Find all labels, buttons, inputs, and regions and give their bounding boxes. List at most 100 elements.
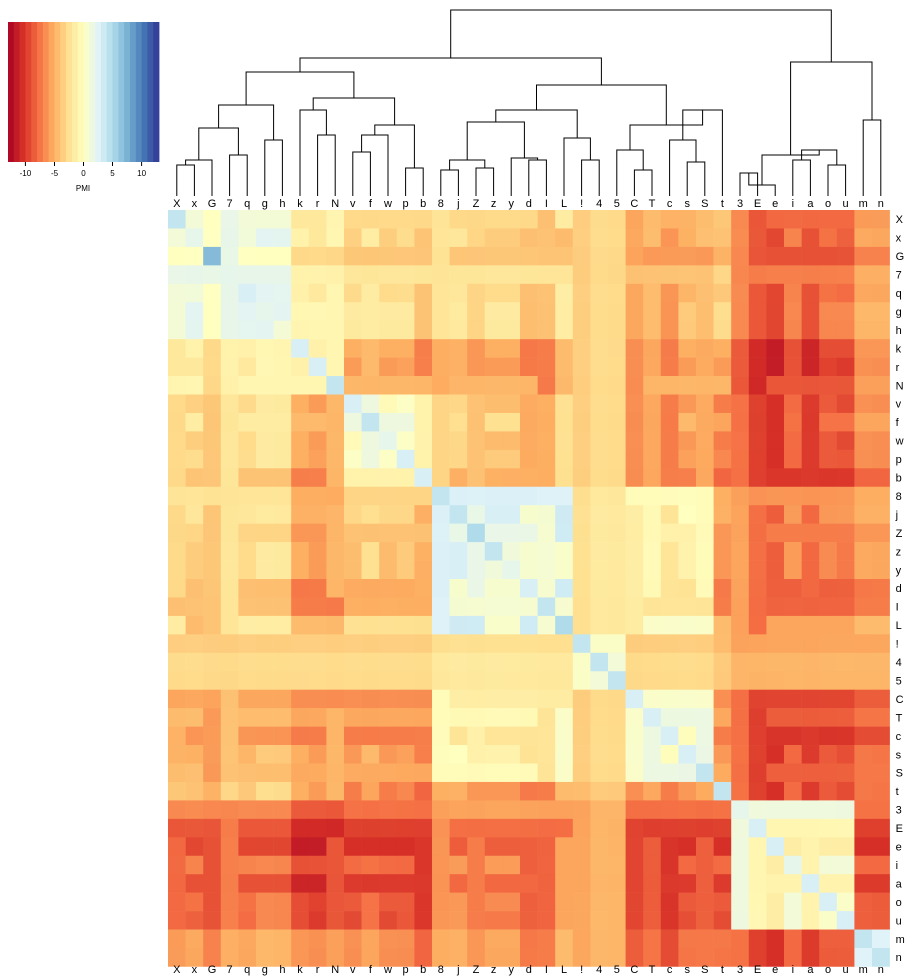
heatmap-cell — [872, 468, 890, 488]
heatmap-cell — [748, 948, 767, 967]
heatmap-cell — [713, 800, 732, 820]
heatmap-cell — [203, 597, 222, 617]
column-label-bottom: w — [383, 964, 392, 976]
heatmap-cell — [220, 855, 239, 875]
heatmap-cell — [590, 671, 609, 690]
heatmap-cell — [467, 265, 486, 285]
heatmap-cell — [660, 781, 679, 801]
heatmap-cell — [520, 837, 538, 857]
heatmap-cell — [854, 726, 873, 746]
heatmap-cell — [308, 708, 327, 727]
heatmap-cell — [572, 597, 591, 617]
heatmap-cell — [168, 579, 186, 598]
heatmap-cell — [572, 781, 591, 801]
heatmap-cell — [748, 892, 767, 912]
heatmap-cell — [713, 615, 732, 635]
heatmap-cell — [449, 597, 468, 617]
heatmap-cell — [220, 246, 239, 266]
heatmap-cell — [484, 302, 503, 321]
heatmap-cell — [731, 246, 750, 266]
heatmap-cell — [872, 246, 890, 266]
heatmap-cell — [256, 800, 274, 820]
heatmap-cell — [766, 874, 785, 893]
heatmap-cell — [379, 320, 398, 340]
heatmap-cell — [608, 855, 626, 875]
heatmap-cell — [396, 431, 415, 451]
heatmap-cell — [748, 597, 767, 617]
heatmap-cell — [537, 228, 556, 248]
heatmap-cell — [203, 745, 222, 764]
heatmap-cell — [414, 449, 433, 469]
heatmap-cell — [484, 523, 503, 543]
heatmap-cell — [432, 948, 450, 967]
heatmap-cell — [449, 837, 468, 857]
heatmap-cell — [748, 726, 767, 746]
heatmap-cell — [872, 892, 890, 912]
heatmap-cell — [220, 781, 239, 801]
heatmap-cell — [784, 265, 802, 285]
heatmap-cell — [608, 579, 626, 598]
heatmap-cell — [872, 486, 890, 506]
row-label: g — [896, 306, 902, 318]
heatmap-cell — [326, 283, 345, 303]
heatmap-cell — [308, 763, 327, 783]
heatmap-cell — [185, 210, 204, 229]
heatmap-cell — [396, 449, 415, 469]
heatmap-cell — [678, 431, 697, 451]
heatmap-cell — [432, 468, 450, 488]
heatmap-cell — [520, 357, 538, 377]
heatmap-cell — [555, 911, 574, 930]
heatmap-cell — [696, 911, 714, 930]
heatmap-cell — [713, 708, 732, 727]
heatmap-cell — [836, 874, 855, 893]
heatmap-cell — [185, 745, 204, 764]
heatmap-cell — [326, 579, 345, 598]
heatmap-cell — [537, 948, 556, 967]
heatmap-cell — [801, 283, 820, 303]
heatmap-cell — [203, 265, 222, 285]
heatmap-cell — [836, 726, 855, 746]
heatmap-cell — [678, 597, 697, 617]
heatmap-cell — [203, 449, 222, 469]
heatmap-cell — [220, 505, 239, 524]
heatmap-cell — [308, 412, 327, 432]
heatmap-cell — [414, 412, 433, 432]
row-label: u — [896, 915, 902, 927]
heatmap-cell — [432, 634, 450, 654]
heatmap-cell — [872, 376, 890, 395]
heatmap-cell — [836, 302, 855, 321]
heatmap-cell — [784, 210, 802, 229]
heatmap-cell — [168, 689, 186, 709]
heatmap-cell — [484, 560, 503, 580]
heatmap-cell — [660, 505, 679, 524]
heatmap-cell — [713, 412, 732, 432]
heatmap-cell — [168, 911, 186, 930]
heatmap-cell — [185, 837, 204, 857]
heatmap-cell — [256, 320, 274, 340]
heatmap-cell — [731, 449, 750, 469]
heatmap-cell — [308, 302, 327, 321]
heatmap-cell — [678, 929, 697, 949]
heatmap-cell — [713, 468, 732, 488]
heatmap-cell — [344, 597, 362, 617]
heatmap-cell — [537, 283, 556, 303]
heatmap-cell — [696, 210, 714, 229]
heatmap-cell — [872, 615, 890, 635]
heatmap-cell — [238, 671, 257, 690]
heatmap-cell — [449, 892, 468, 912]
heatmap-cell — [291, 210, 310, 229]
heatmap-cell — [872, 597, 890, 617]
heatmap-cell — [238, 412, 257, 432]
heatmap-cell — [731, 652, 750, 672]
column-label-bottom: s — [684, 964, 690, 976]
heatmap-cell — [502, 560, 521, 580]
heatmap-cell — [449, 283, 468, 303]
heatmap-cell — [520, 726, 538, 746]
heatmap-cell — [326, 911, 345, 930]
heatmap-cell — [308, 523, 327, 543]
heatmap-cell — [168, 376, 186, 395]
heatmap-cell — [326, 763, 345, 783]
heatmap-cell — [625, 283, 644, 303]
heatmap-cell — [344, 265, 362, 285]
heatmap-cell — [854, 800, 873, 820]
